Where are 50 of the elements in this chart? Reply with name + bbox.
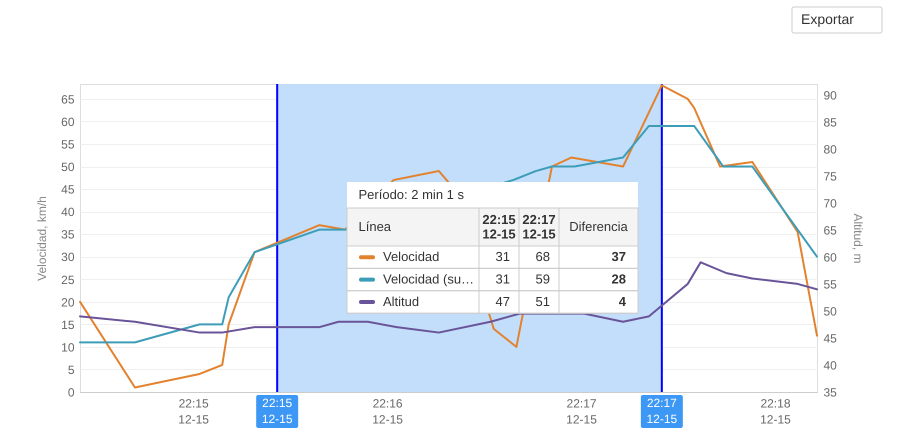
annotation: 37 — [612, 249, 626, 264]
x-tick-label: 22:16 12-15 — [372, 396, 404, 426]
y2-tick-label: 80 — [824, 142, 838, 156]
annotation: 31 — [496, 249, 510, 264]
y-tick-label: 60 — [61, 114, 75, 129]
annotation: Período: 2 min 1 s — [358, 187, 464, 202]
y2-tick-label: 35 — [824, 386, 838, 400]
y2-tick-label: 40 — [824, 358, 838, 372]
x-tick-label: 22:15 12-15 — [178, 396, 210, 426]
y-axis-title: Velocidad, km/h — [35, 196, 50, 281]
text: 22:17 12-15 — [522, 212, 556, 242]
annotation: 28 — [612, 272, 626, 287]
y-tick-label: 20 — [61, 295, 75, 310]
annotation: 51 — [536, 294, 550, 309]
legend-label: Velocidad — [383, 249, 440, 264]
annotation: 68 — [536, 249, 550, 264]
annotation: 47 — [496, 294, 510, 309]
text: Exportar — [801, 11, 854, 27]
y2-tick-label: 90 — [824, 88, 838, 102]
annotation: 59 — [536, 272, 550, 287]
y-tick-label: 10 — [61, 340, 75, 354]
y-tick-label: 50 — [61, 160, 75, 174]
y-tick-label: 40 — [61, 205, 75, 220]
y-tick-label: 25 — [61, 272, 75, 287]
y2-tick-label: 45 — [824, 331, 838, 346]
y-tick-label: 5 — [68, 362, 75, 377]
y-tick-label: 15 — [61, 318, 75, 332]
legend-label: Altitud — [383, 294, 420, 309]
y-tick-label: 55 — [61, 137, 75, 152]
y2-tick-label: 60 — [824, 250, 838, 264]
text: 22:15 12-15 — [482, 212, 516, 242]
y2-tick-label: 75 — [824, 169, 838, 184]
y-tick-label: 35 — [61, 228, 75, 242]
y-tick-label: 0 — [68, 386, 75, 400]
y2-tick-label: 85 — [824, 115, 838, 130]
annotation: 4 — [618, 294, 627, 309]
x-tick-label: 22:18 12-15 — [760, 396, 792, 426]
y-tick-label: 30 — [61, 250, 75, 264]
y-tick-label: 45 — [61, 182, 75, 197]
annotation: Línea — [358, 219, 392, 234]
y2-tick-label: 65 — [824, 223, 838, 238]
y-tick-label: 65 — [61, 92, 75, 106]
y2-tick-label: 55 — [824, 277, 838, 292]
annotation: Diferencia — [569, 219, 629, 234]
y2-axis-title: Altitud, m — [850, 213, 865, 264]
x-tick-label: 22:17 12-15 — [566, 396, 598, 426]
y2-tick-label: 70 — [824, 196, 838, 210]
y2-tick-label: 50 — [824, 304, 838, 318]
legend-label: Velocidad (su… — [383, 272, 474, 287]
annotation: 31 — [496, 272, 510, 287]
